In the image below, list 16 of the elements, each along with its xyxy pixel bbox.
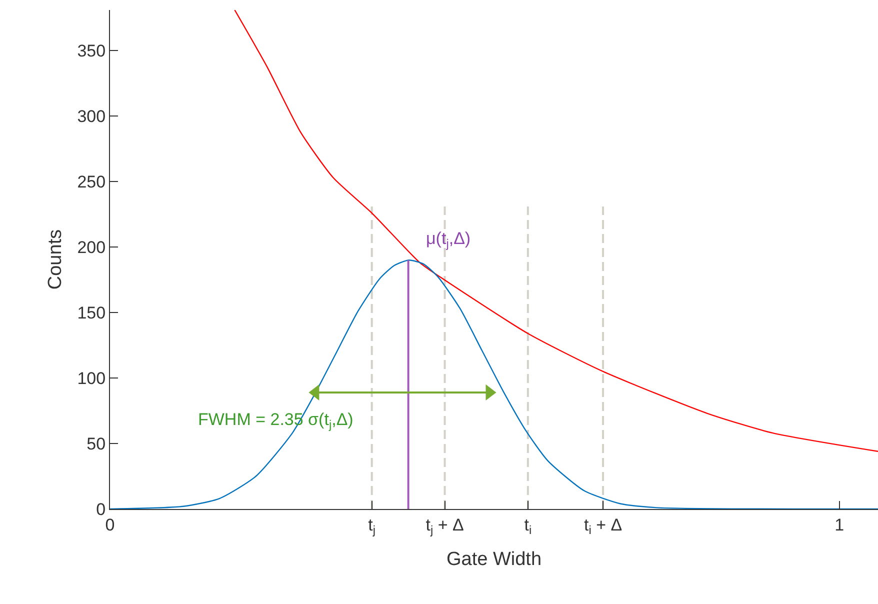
y-tick-label: 200 (77, 238, 106, 258)
x-tick-label: t$_{j}$ (368, 515, 376, 537)
x-tick-label: t$_{i}$ (524, 515, 532, 537)
y-tick-label: 350 (77, 42, 106, 61)
annotation: μ(t$_{j}$,Δ) (426, 229, 471, 251)
x-tick-label: t$_{i}$ + Δ (584, 515, 622, 537)
y-axis-title: Counts (45, 229, 66, 290)
x-axis-title: Gate Width (446, 548, 542, 570)
y-tick-label: 150 (77, 303, 106, 322)
x-tick-label: 1 (834, 515, 844, 534)
y-tick-label: 300 (77, 107, 106, 126)
y-tick-label: 50 (86, 434, 106, 454)
y-tick-label: 250 (77, 172, 106, 192)
y-tick-label: 0 (96, 500, 106, 519)
x-tick-label: t$_{j}$ + Δ (426, 515, 464, 537)
y-tick-label: 100 (77, 368, 106, 388)
